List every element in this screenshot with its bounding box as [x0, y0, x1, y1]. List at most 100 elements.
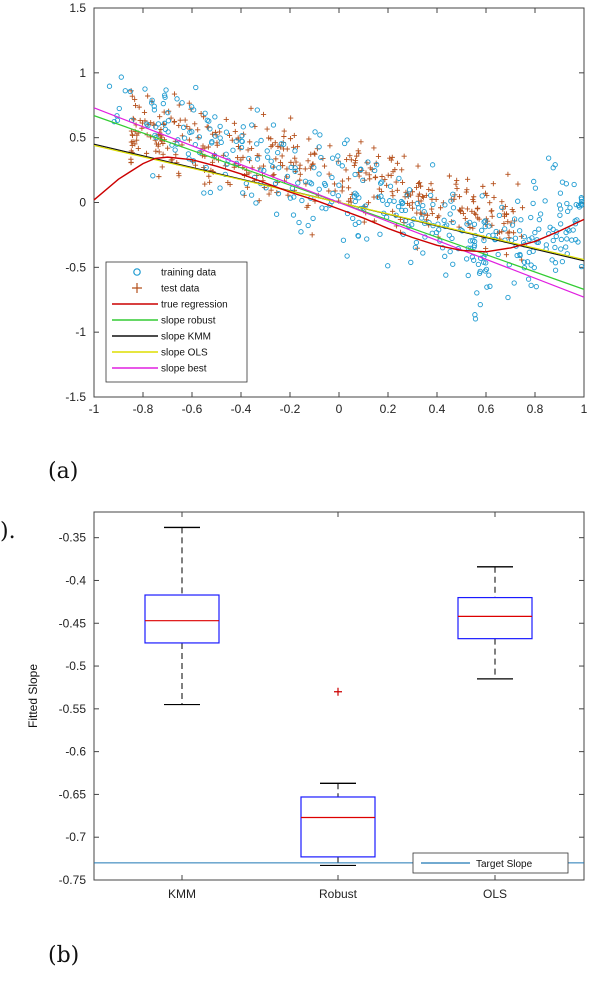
test-data-point	[260, 111, 267, 118]
training-data-point	[443, 272, 449, 278]
training-data-point	[447, 248, 453, 255]
training-data-point	[352, 190, 358, 196]
training-data-point	[567, 205, 573, 211]
test-data-point	[480, 183, 486, 189]
training-data-point	[469, 254, 475, 260]
test-data-point	[159, 164, 165, 170]
training-data-point	[395, 203, 402, 210]
scatter-panel: -1 -0.8 -0.6 -0.4 -0.2 0 0.2 0.4 0.6 0.8 1-1.5-1-0…	[65, 1, 587, 416]
test-data-point	[326, 188, 332, 194]
box-y-axis-label: Fitted Slope	[26, 664, 40, 728]
x-tick-label: 0.6	[478, 402, 495, 416]
training-data-point	[471, 221, 478, 227]
legend-label: slope OLS	[161, 348, 208, 359]
training-data-point	[329, 174, 335, 181]
training-data-point	[550, 237, 556, 244]
training-data-point	[193, 84, 199, 91]
training-data-point	[287, 195, 294, 201]
training-data-point	[329, 155, 336, 161]
y-tick-label: -0.65	[59, 787, 87, 801]
test-data-point	[464, 206, 471, 212]
training-data-point	[549, 257, 555, 263]
training-data-point	[512, 235, 519, 241]
y-tick-label: -1	[75, 325, 86, 339]
training-data-point	[223, 129, 230, 135]
test-data-point	[376, 186, 382, 192]
training-data-point	[278, 141, 285, 147]
training-data-point	[160, 100, 166, 107]
test-data-point	[454, 185, 460, 192]
test-data-point	[223, 116, 229, 123]
test-data-point	[184, 123, 190, 130]
training-data-point	[239, 132, 245, 139]
test-data-point	[472, 210, 478, 216]
test-data-point	[168, 157, 174, 163]
training-data-point	[558, 236, 565, 243]
test-data-point	[156, 174, 162, 180]
test-data-point	[285, 192, 291, 198]
test-data-point	[446, 173, 453, 179]
test-data-point	[453, 181, 459, 187]
training-data-point	[202, 110, 208, 116]
test-data-point	[501, 220, 507, 227]
training-data-point	[576, 204, 583, 210]
training-data-point	[477, 301, 483, 308]
box-legend: Target Slope	[94, 852, 584, 874]
legend-marker-plus	[132, 283, 142, 293]
scatter-legend: training data test data true regression slo…	[105, 261, 248, 383]
training-data-point	[360, 177, 366, 183]
training-data-point	[502, 226, 508, 232]
training-data-point	[387, 183, 394, 189]
test-data-point	[248, 145, 255, 152]
y-tick-label: -1.5	[65, 390, 86, 404]
test-data-point	[426, 186, 432, 193]
training-data-point	[161, 92, 168, 98]
box-tick-group: -0.35 -0.4 -0.45 -0.5 -0.55 -0.6 -0.65 -0.7 -0.7…	[59, 512, 584, 901]
training-data-point	[402, 207, 409, 214]
training-data-point	[517, 228, 523, 234]
training-data-point	[528, 214, 534, 221]
test-data-point	[510, 230, 517, 236]
test-data-point	[279, 153, 285, 159]
training-data-point	[578, 196, 585, 202]
training-data-point	[116, 105, 122, 112]
training-data-point	[352, 198, 358, 205]
legend-label: slope best	[161, 364, 207, 375]
training-data-point	[430, 201, 436, 208]
test-data-point	[260, 163, 267, 169]
test-data-point	[207, 179, 213, 185]
training-data-point	[399, 207, 405, 213]
test-data-point	[352, 157, 359, 164]
training-data-point	[499, 204, 505, 211]
x-tick-label: 0.8	[527, 402, 544, 416]
test-data-point	[331, 181, 338, 187]
test-data-point	[518, 233, 525, 239]
training-data-point	[144, 121, 150, 127]
test-data-point	[491, 194, 497, 201]
training-data-point	[292, 168, 298, 174]
test-data-point	[519, 205, 526, 211]
test-data-point	[305, 158, 311, 164]
test-data-point	[264, 126, 270, 132]
training-data-point	[486, 272, 492, 278]
test-data-point	[177, 117, 183, 123]
training-data-point	[532, 185, 539, 191]
test-data-point	[506, 235, 512, 241]
training-data-point	[493, 228, 499, 235]
test-data-point	[158, 126, 164, 133]
training-data-point	[298, 229, 304, 235]
test-data-point	[416, 180, 423, 186]
training-data-point	[517, 252, 523, 259]
training-data-point	[446, 232, 452, 238]
test-data-point	[467, 224, 473, 231]
training-data-point	[162, 94, 168, 100]
training-data-point	[353, 192, 360, 198]
training-data-point	[569, 237, 575, 243]
legend-label: slope robust	[161, 316, 216, 327]
training-data-point	[269, 163, 276, 170]
test-data-point	[206, 173, 212, 179]
test-data-point	[394, 187, 400, 193]
training-data-point	[441, 217, 447, 223]
test-data-point	[490, 181, 496, 187]
test-data-point	[225, 180, 231, 186]
